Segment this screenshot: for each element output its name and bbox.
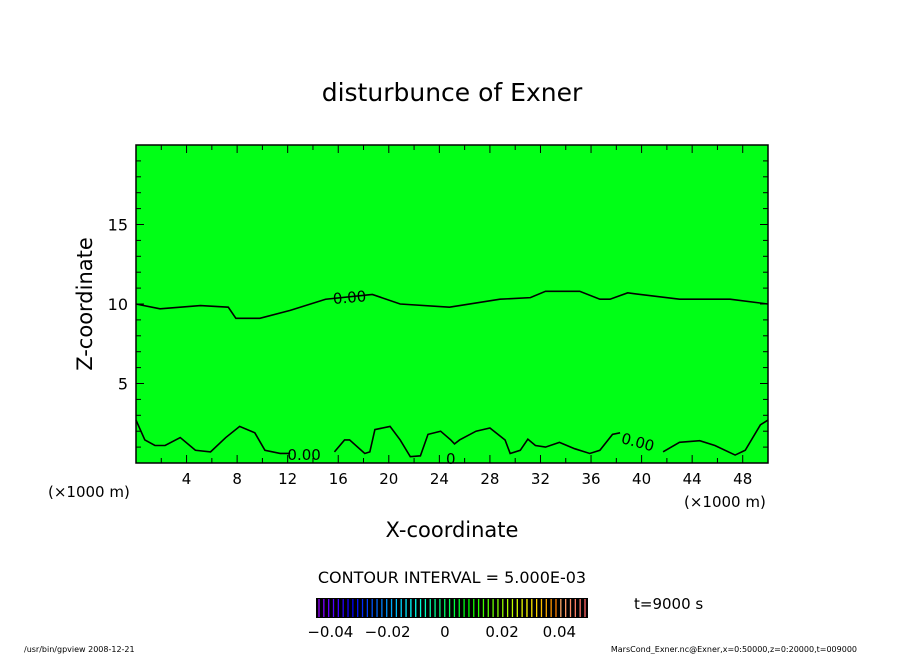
x-tick-label: 24 bbox=[430, 470, 449, 488]
contour-label: 0.00 bbox=[332, 287, 367, 308]
x-tick-label: 36 bbox=[581, 470, 600, 488]
time-label: t=9000 s bbox=[634, 595, 703, 613]
colorbar bbox=[316, 598, 588, 618]
contour-label: 0 bbox=[446, 450, 456, 468]
x-tick-label: 48 bbox=[733, 470, 752, 488]
x-tick-label: 32 bbox=[531, 470, 550, 488]
plot-area bbox=[135, 144, 769, 464]
x-tick-label: 28 bbox=[480, 470, 499, 488]
chart-title: disturbunce of Exner bbox=[322, 78, 583, 107]
contour-interval: CONTOUR INTERVAL = 5.000E-03 bbox=[318, 568, 586, 587]
contour-line-2 bbox=[333, 425, 621, 458]
x-tick-label: 12 bbox=[278, 470, 297, 488]
y-tick-label: 5 bbox=[118, 375, 128, 394]
y-tick-label: 15 bbox=[108, 216, 128, 235]
contour-line-1 bbox=[135, 419, 291, 455]
footer-left: /usr/bin/gpview 2008-12-21 bbox=[24, 645, 135, 654]
colorbar-tick-label: −0.02 bbox=[365, 623, 411, 641]
colorbar-tick-label: 0 bbox=[440, 623, 450, 641]
footer-right: MarsCond_Exner.nc@Exner,x=0:50000,z=0:20… bbox=[611, 645, 857, 654]
y-tick-label: 10 bbox=[108, 295, 128, 314]
colorbar-tick-label: 0.02 bbox=[485, 623, 518, 641]
x-axis-label: X-coordinate bbox=[386, 518, 519, 542]
x-tick-label: 40 bbox=[632, 470, 651, 488]
x-tick-label: 16 bbox=[329, 470, 348, 488]
contour-line-0 bbox=[135, 290, 769, 320]
x-tick-label: 8 bbox=[232, 470, 242, 488]
colorbar-tick-label: −0.04 bbox=[307, 623, 353, 641]
x-unit-label-left: (×1000 m) bbox=[48, 483, 130, 501]
y-axis-label: Z-coordinate bbox=[73, 237, 97, 371]
x-tick-label: 4 bbox=[182, 470, 192, 488]
x-tick-label: 44 bbox=[683, 470, 702, 488]
colorbar-tick-label: 0.04 bbox=[543, 623, 576, 641]
x-tick-label: 20 bbox=[379, 470, 398, 488]
contour-label: 0.00 bbox=[287, 446, 320, 464]
x-unit-label: (×1000 m) bbox=[684, 493, 766, 511]
contour-line-3 bbox=[662, 419, 769, 456]
